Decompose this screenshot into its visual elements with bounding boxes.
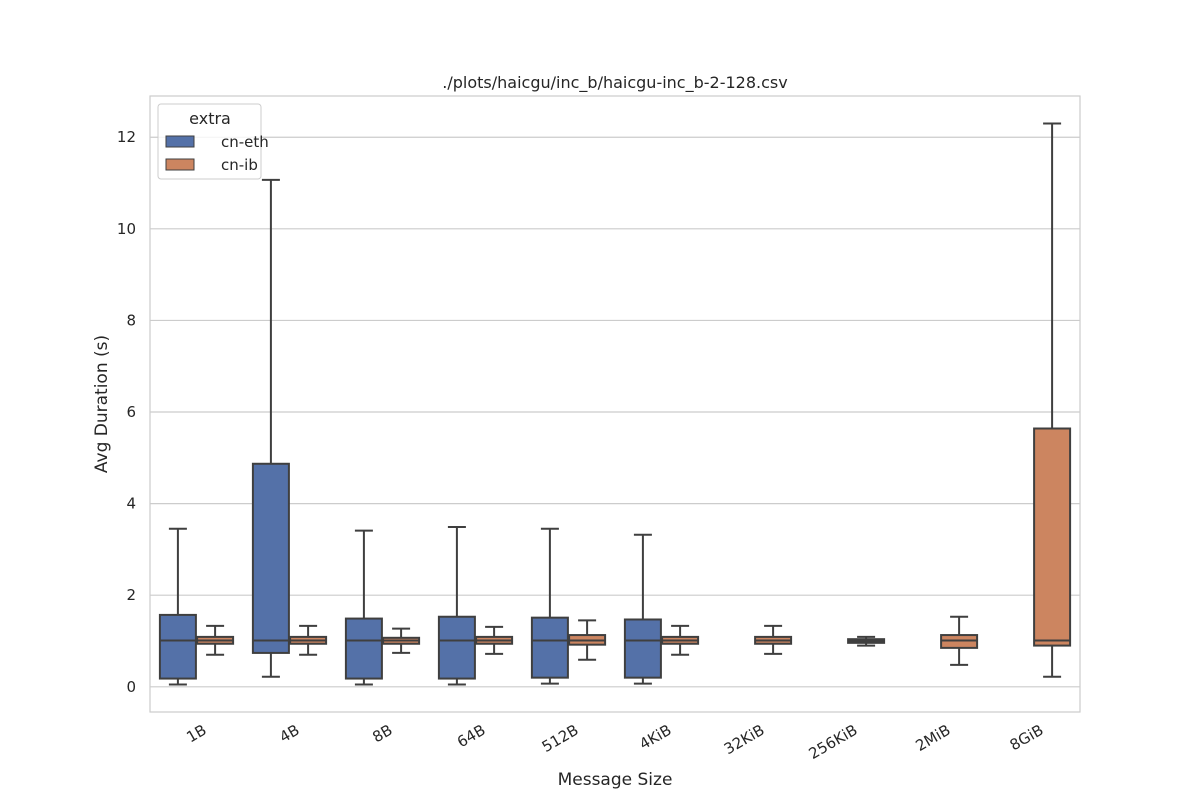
y-tick-label: 4 <box>126 495 136 513</box>
y-axis-ticks: 0 2 4 6 8 10 12 <box>117 128 136 696</box>
box-cn-eth-512B <box>530 527 569 685</box>
box-cn-eth-64B <box>437 525 476 686</box>
y-tick-label: 8 <box>126 311 136 329</box>
x-tick-label: 4KiB <box>636 721 674 754</box>
y-tick-label: 12 <box>117 128 136 146</box>
box-cn-eth-4KiB <box>623 533 662 685</box>
box-cn-ib-32KiB <box>754 624 793 655</box>
x-tick-label: 64B <box>454 721 488 751</box>
y-tick-label: 10 <box>117 220 136 238</box>
box-cn-ib-4B <box>289 624 328 656</box>
x-axis-ticks: 1B 4B 8B 64B 512B 4KiB 32KiB 256KiB 2MiB 8GiB <box>183 721 1046 763</box>
x-tick-label: 8B <box>369 721 395 747</box>
iqr-box <box>623 618 662 679</box>
box-cn-ib-256KiB <box>847 635 886 647</box>
legend: extra cn-eth cn-ib <box>157 103 269 180</box>
box-layer <box>158 122 1072 686</box>
x-tick-label: 512B <box>539 721 582 756</box>
box-cn-ib-4KiB <box>661 624 700 656</box>
box-cn-ib-1B <box>196 624 235 656</box>
iqr-box <box>1033 427 1072 647</box>
x-tick-label: 256KiB <box>806 721 861 763</box>
box-cn-ib-8GiB <box>1033 122 1072 678</box>
box-cn-ib-512B <box>568 619 607 661</box>
iqr-box <box>344 617 383 680</box>
iqr-box <box>158 613 197 680</box>
plot-area <box>149 95 1081 713</box>
iqr-box <box>530 616 569 679</box>
box-cn-eth-4B <box>251 178 290 678</box>
x-tick-label: 4B <box>276 721 302 747</box>
legend-title: extra <box>189 109 231 128</box>
x-tick-label: 8GiB <box>1007 721 1047 754</box>
y-tick-label: 0 <box>126 678 136 696</box>
box-cn-eth-1B <box>158 527 197 686</box>
y-tick-label: 2 <box>126 586 136 604</box>
legend-label-cn-ib: cn-ib <box>221 156 258 174</box>
x-tick-label: 2MiB <box>912 721 953 755</box>
x-tick-label: 32KiB <box>721 721 768 758</box>
y-tick-label: 6 <box>126 403 136 421</box>
iqr-box <box>437 615 476 680</box>
x-axis-label: Message Size <box>558 770 673 790</box>
box-cn-eth-8B <box>344 529 383 686</box>
box-cn-ib-2MiB <box>940 615 979 666</box>
legend-swatch-cn-ib <box>165 158 195 171</box>
box-cn-ib-64B <box>475 625 514 655</box>
chart-title: ./plots/haicgu/inc_b/haicgu-inc_b-2-128.… <box>442 73 787 93</box>
y-axis-label: Avg Duration (s) <box>92 335 112 473</box>
legend-label-cn-eth: cn-eth <box>221 133 269 151</box>
box-cn-ib-8B <box>382 627 421 654</box>
x-tick-label: 1B <box>183 721 209 747</box>
grid-lines <box>150 136 1080 688</box>
iqr-box <box>251 462 290 654</box>
legend-swatch-cn-eth <box>165 135 195 148</box>
